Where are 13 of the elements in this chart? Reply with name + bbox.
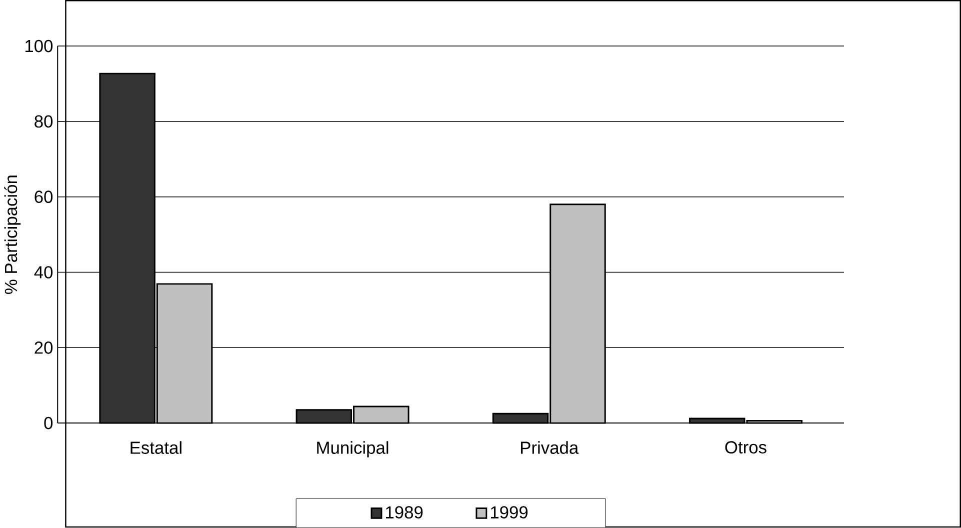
y-axis-title: % Participación bbox=[4, 176, 21, 294]
legend-label: 1999 bbox=[490, 506, 528, 519]
y-tick-label: 40 bbox=[34, 266, 53, 278]
x-tick-label: Municipal bbox=[317, 441, 388, 458]
y-tick-label: 0 bbox=[44, 416, 53, 430]
y-tick-label: 60 bbox=[34, 190, 53, 204]
legend-label: 1989 bbox=[386, 506, 423, 519]
x-tick-label: Otros bbox=[725, 441, 766, 454]
x-tick-label: Estatal bbox=[130, 441, 182, 454]
y-tick-label: 80 bbox=[34, 115, 53, 128]
y-tick-label: 20 bbox=[34, 342, 53, 354]
y-tick-label: 100 bbox=[25, 40, 53, 52]
x-tick-label: Privada bbox=[521, 441, 579, 454]
